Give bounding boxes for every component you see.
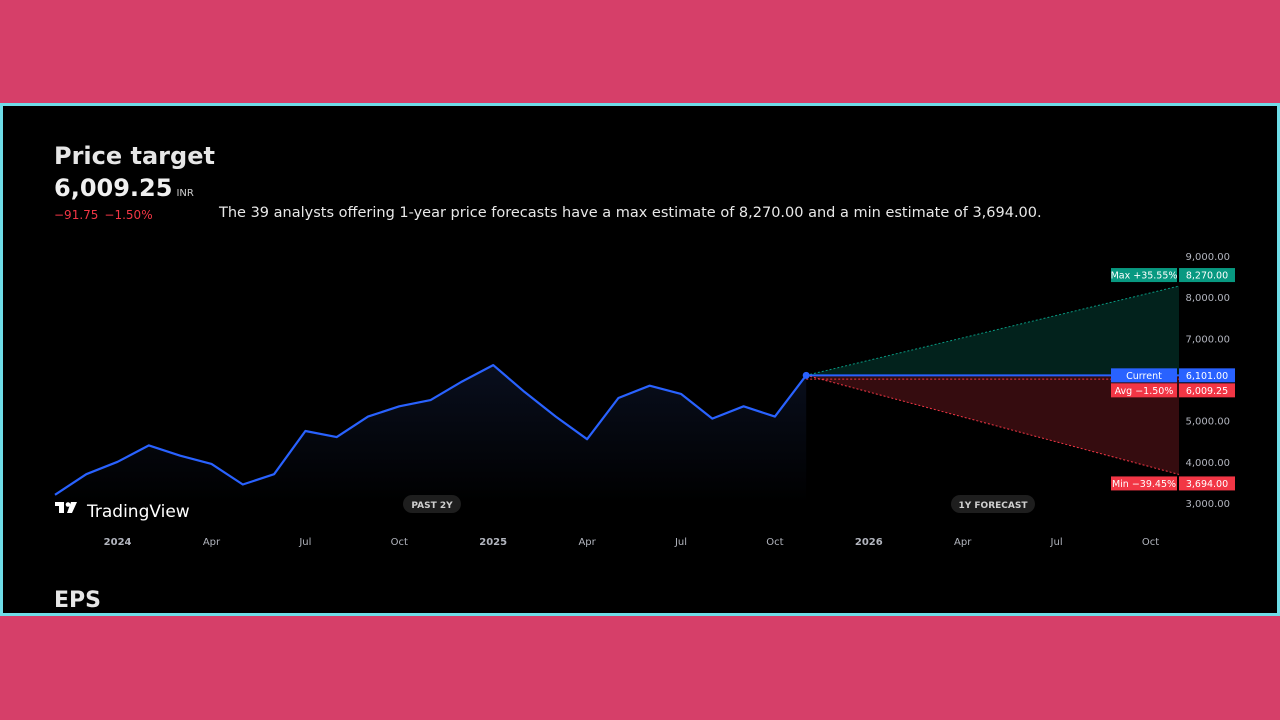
avg-tag: Avg −1.50% 6,009.25 — [1111, 383, 1235, 398]
price-change: −91.75 −1.50% — [54, 208, 159, 222]
min-tag-value: 3,694.00 — [1186, 479, 1228, 490]
max-tag: Max +35.55% 8,270.00 — [1111, 268, 1235, 283]
current-price-dot — [802, 371, 810, 379]
tradingview-logo-text: TradingView — [86, 502, 190, 522]
y-tick-label: 3,000.00 — [1185, 499, 1230, 510]
currency-label: INR — [176, 188, 194, 199]
price-target-chart[interactable]: 9,000.00 8,000.00 7,000.00 5,000.00 4,000.00… — [3, 106, 1277, 613]
price-number: 6,009.25 — [54, 174, 173, 202]
current-tag-value: 6,101.00 — [1186, 371, 1228, 382]
y-tick-label: 9,000.00 — [1185, 252, 1230, 263]
history-area — [55, 365, 807, 503]
change-absolute: −91.75 — [54, 208, 99, 222]
max-forecast-area — [806, 286, 1179, 376]
change-percent: −1.50% — [104, 208, 153, 222]
min-tag-value-bg — [1179, 476, 1235, 491]
x-tick-label: 2024 — [104, 537, 132, 548]
x-tick-label: Oct — [766, 537, 783, 548]
y-tick-label: 8,000.00 — [1185, 293, 1230, 304]
min-forecast-line — [806, 374, 1180, 475]
max-tag-value-bg — [1179, 268, 1235, 283]
min-tag-label: Min −39.45% — [1112, 479, 1176, 490]
min-tag: Min −39.45% 3,694.00 — [1111, 476, 1235, 491]
x-tick-label: Oct — [391, 537, 408, 548]
y-tick-label: 5,000.00 — [1185, 417, 1230, 428]
current-tag-label: Current — [1126, 371, 1162, 382]
max-tag-label: Max +35.55% — [1111, 271, 1178, 282]
y-tick-label: 7,000.00 — [1185, 334, 1230, 345]
avg-tag-label-bg — [1111, 383, 1177, 398]
price-target-panel: Price target 6,009.25 INR −91.75 −1.50% Th… — [0, 103, 1280, 616]
y-tick-label: 4,000.00 — [1185, 458, 1230, 469]
max-tag-value: 8,270.00 — [1186, 271, 1228, 282]
avg-tag-value-bg — [1179, 383, 1235, 398]
x-tick-label: Jul — [1050, 537, 1063, 548]
price-value: 6,009.25 INR — [54, 174, 194, 202]
past-range-label: PAST 2Y — [411, 501, 453, 511]
current-tag: Current 6,101.00 — [1111, 368, 1235, 383]
x-tick-label: Jul — [674, 537, 687, 548]
x-tick-label: Jul — [298, 537, 311, 548]
analyst-summary: The 39 analysts offering 1-year price fo… — [219, 205, 1042, 221]
past-range-pill[interactable]: PAST 2Y — [403, 495, 461, 513]
avg-tag-label: Avg −1.50% — [1115, 386, 1174, 397]
x-tick-label: 2026 — [855, 537, 883, 548]
x-tick-label: Apr — [954, 537, 972, 548]
avg-tag-value: 6,009.25 — [1186, 386, 1228, 397]
current-tag-value-bg — [1179, 368, 1235, 383]
x-tick-label: 2025 — [479, 537, 507, 548]
x-tick-label: Apr — [203, 537, 221, 548]
tradingview-logo[interactable]: TradingView — [55, 502, 190, 522]
tradingview-logo-icon — [55, 502, 77, 513]
eps-section-title: EPS — [54, 588, 101, 613]
x-tick-label: Apr — [578, 537, 596, 548]
x-tick-label: Oct — [1142, 537, 1159, 548]
min-tag-label-bg — [1111, 476, 1177, 491]
current-tag-label-bg — [1111, 368, 1177, 383]
max-tag-label-bg — [1111, 268, 1177, 283]
forecast-range-pill[interactable]: 1Y FORECAST — [951, 495, 1035, 513]
forecast-range-label: 1Y FORECAST — [959, 501, 1029, 511]
section-title: Price target — [54, 142, 215, 170]
